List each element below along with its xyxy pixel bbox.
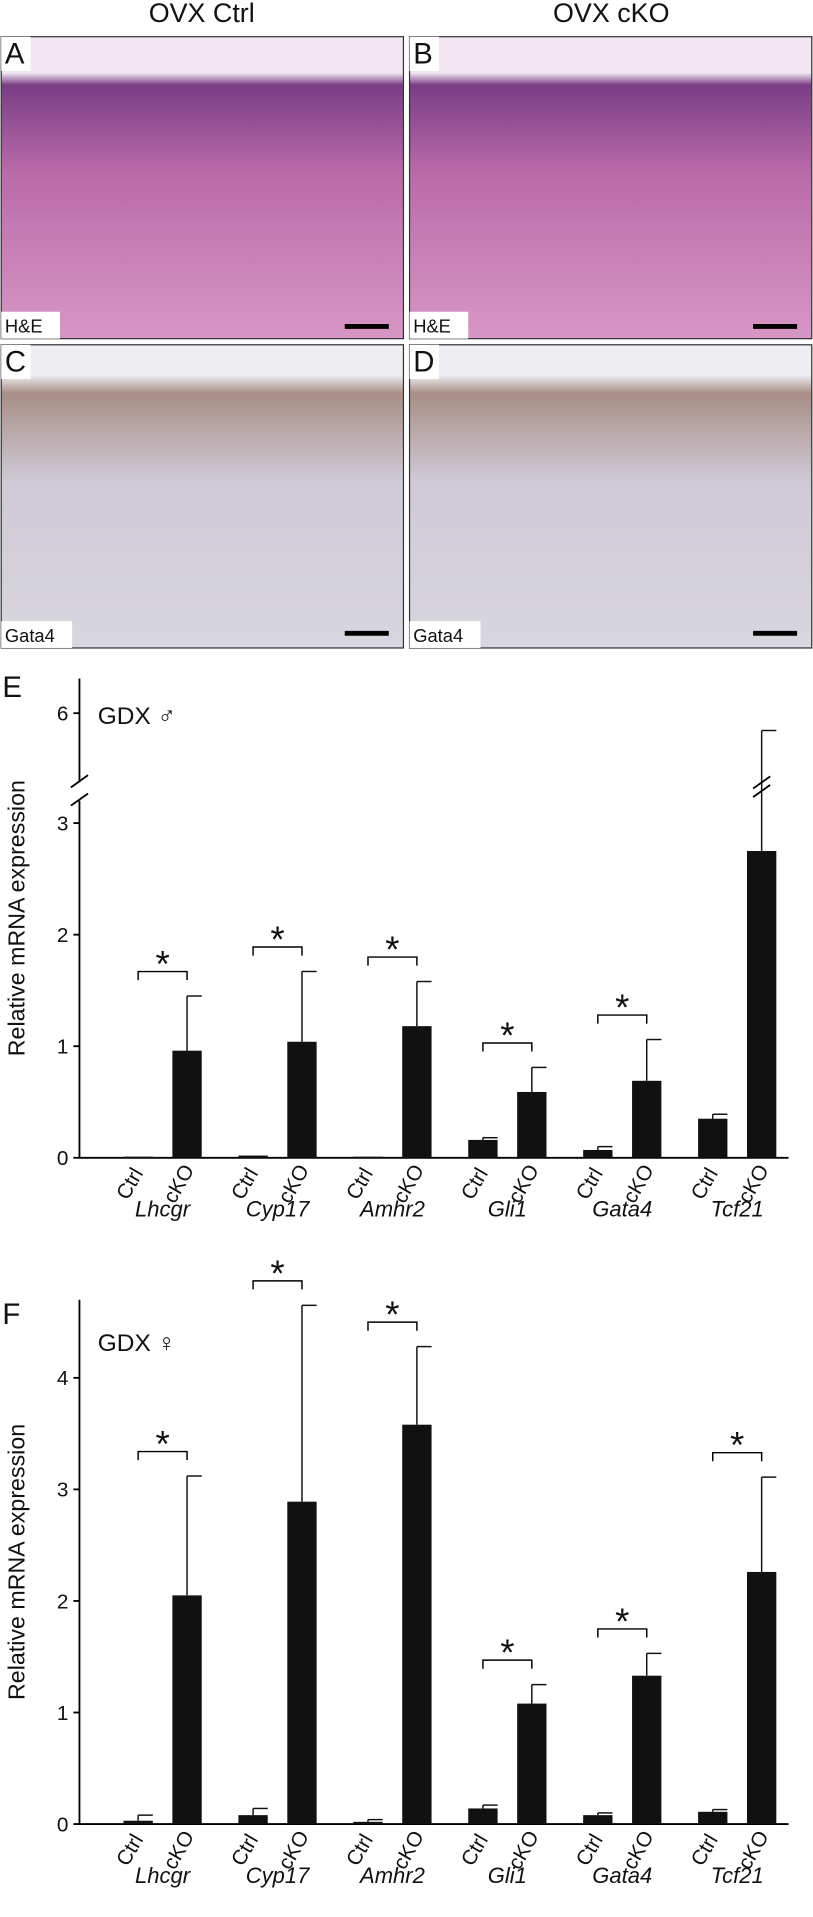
bar: [353, 1156, 383, 1158]
significance-star: *: [270, 1253, 284, 1294]
micrograph-b: B H&E: [408, 36, 813, 340]
significance-bracket: [597, 1628, 648, 1638]
category-label: Cyp17: [246, 1863, 310, 1888]
category-label: Tcf21: [711, 1863, 764, 1888]
bar: [517, 1703, 547, 1825]
panel-letter: A: [5, 38, 25, 71]
bar: [238, 1815, 268, 1825]
column-title: OVX cKO: [553, 0, 670, 28]
y-axis-label: Relative mRNA expression: [3, 1424, 29, 1700]
bar: [468, 1808, 498, 1825]
bar: [402, 1424, 432, 1825]
y-tick-label: 0: [57, 1813, 69, 1836]
axis-break: [752, 784, 771, 798]
bar: [517, 1091, 547, 1158]
bar: [172, 1050, 202, 1158]
panel-letter: E: [2, 671, 22, 704]
significance-bracket: [367, 956, 418, 966]
bar: [583, 1149, 613, 1158]
panel-letter: B: [413, 38, 433, 71]
panel-letter: C: [5, 346, 26, 379]
significance-star: *: [385, 929, 399, 970]
bar: [123, 1156, 153, 1158]
bar: [583, 1815, 613, 1825]
significance-star: *: [500, 1632, 514, 1673]
y-axis-label: Relative mRNA expression: [3, 780, 29, 1056]
y-tick-label: 2: [57, 924, 69, 947]
y-tick-label: 3: [57, 1479, 69, 1502]
significance-bracket: [137, 970, 188, 981]
bar: [468, 1139, 498, 1158]
significance-star: *: [270, 919, 284, 960]
axis-break: [752, 775, 771, 790]
significance-star: *: [155, 943, 169, 984]
stain-label: H&E: [5, 316, 43, 337]
significance-bracket: [482, 1659, 533, 1669]
bar: [402, 1026, 432, 1158]
micrograph-c: C Gata4: [0, 344, 405, 649]
significance-star: *: [385, 1294, 399, 1335]
significance-bracket: [482, 1042, 533, 1052]
bar: [632, 1675, 662, 1825]
category-label: Tcf21: [711, 1196, 764, 1221]
y-tick-label: 4: [57, 1367, 69, 1390]
stain-label: H&E: [413, 316, 451, 337]
bar: [632, 1080, 662, 1158]
y-tick-label: 0: [57, 1147, 69, 1170]
category-label: Gata4: [592, 1196, 652, 1221]
category-label: Cyp17: [246, 1196, 310, 1221]
category-label: Gli1: [488, 1863, 527, 1888]
chart-title: GDX ♀: [98, 1330, 176, 1357]
column-title: OVX Ctrl: [149, 0, 255, 28]
category-label: Amhr2: [358, 1863, 425, 1888]
significance-star: *: [500, 1015, 514, 1056]
significance-bracket: [597, 1014, 648, 1024]
category-label: Gli1: [488, 1196, 527, 1221]
stain-label: Gata4: [413, 625, 463, 646]
y-tick-label: 1: [57, 1036, 69, 1059]
significance-bracket: [252, 1280, 303, 1290]
bar: [287, 1501, 317, 1825]
y-tick-label: 6: [57, 703, 69, 726]
bar: [353, 1821, 383, 1825]
significance-bracket: [252, 946, 303, 956]
bar: [698, 1118, 728, 1158]
bar: [746, 850, 777, 1158]
axis-break: [70, 792, 89, 807]
bar: [238, 1155, 268, 1158]
bar: [123, 1820, 153, 1825]
panel-letter: F: [2, 1298, 20, 1331]
micrograph-a: A H&E: [0, 36, 405, 340]
significance-star: *: [730, 1425, 744, 1466]
category-label: Amhr2: [358, 1196, 425, 1221]
significance-star: *: [615, 987, 629, 1028]
category-label: Lhcgr: [135, 1863, 192, 1888]
panel-letter: D: [413, 346, 434, 379]
bar: [287, 1041, 317, 1158]
significance-star: *: [615, 1601, 629, 1642]
stain-label: Gata4: [5, 625, 55, 646]
bar: [746, 1571, 777, 1825]
significance-bracket: [712, 1451, 763, 1462]
y-tick-label: 1: [57, 1702, 69, 1725]
axis-break: [70, 774, 89, 789]
bar: [172, 1595, 202, 1825]
micrograph-d: D Gata4: [408, 344, 813, 649]
y-tick-label: 3: [57, 812, 69, 835]
category-label: Gata4: [592, 1863, 652, 1888]
y-tick-label: 2: [57, 1590, 69, 1613]
significance-bracket: [137, 1450, 188, 1461]
chart-title: GDX ♂: [98, 703, 176, 730]
category-label: Lhcgr: [135, 1196, 192, 1221]
significance-bracket: [367, 1321, 418, 1331]
significance-star: *: [155, 1423, 169, 1464]
bar: [698, 1811, 728, 1825]
